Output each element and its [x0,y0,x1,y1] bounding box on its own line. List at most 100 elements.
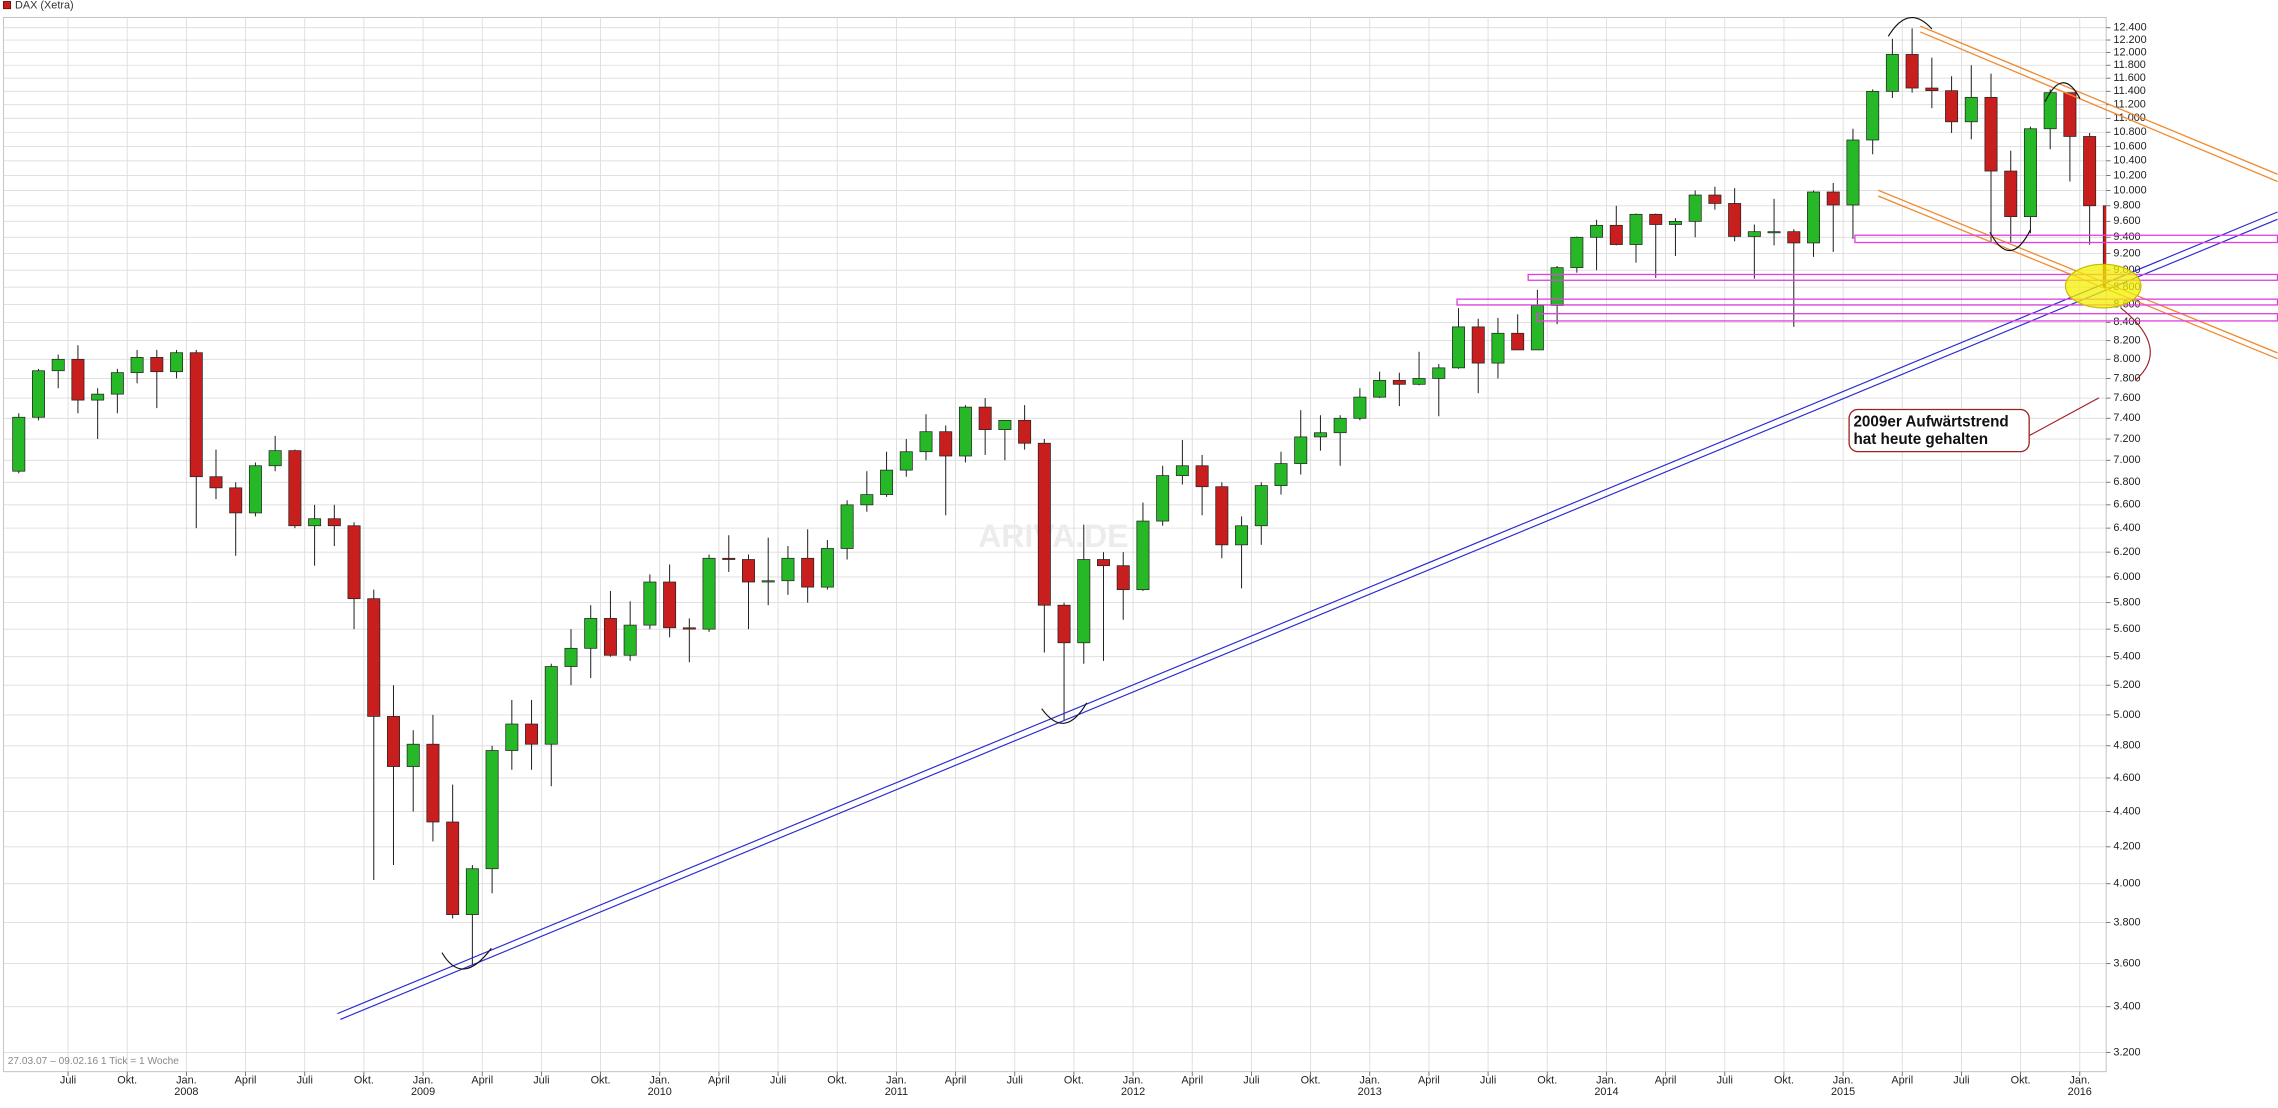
y-tick-label: 11.600 [2113,72,2145,84]
x-tick-label: April [1655,1074,1677,1086]
candle-body [880,469,894,495]
x-tick-label: April [1418,1074,1440,1086]
candle-body [801,557,815,588]
y-tick-label: 9.200 [2113,247,2140,259]
x-tick-label: Juli [60,1074,76,1086]
x-tick-label: Okt. [1064,1074,1084,1086]
candle-body [722,557,736,560]
candle-body [623,624,637,656]
x-tick-label: Jan. [1359,1074,1380,1086]
candle-body [1097,559,1110,567]
y-tick-label: 5.400 [2113,651,2140,663]
candle-body [505,723,519,751]
candle-body [1057,604,1071,644]
candle-body [1392,380,1406,385]
candle-body [899,451,913,471]
trendline [1920,31,2278,183]
chart-title: DAX (Xetra) [15,0,74,12]
candle-body [919,431,933,453]
candle-body [91,393,105,401]
candle-body [1195,465,1209,488]
x-year-label: 2011 [885,1086,908,1098]
x-tick-label: Okt. [1301,1074,1321,1086]
candle-body [150,357,164,373]
x-tick-label: April [235,1074,257,1086]
candle-body [1412,378,1426,385]
y-tick-label: 5.000 [2113,709,2140,721]
x-tick-label: Jan. [1123,1074,1144,1086]
candle-body [1254,485,1268,527]
candle-body [1925,87,1939,92]
y-tick-label: 10.400 [2113,155,2146,167]
y-tick-label: 6.400 [2113,522,2140,534]
y-tick-label: 11.800 [2113,59,2145,71]
candle-body [1826,191,1840,206]
x-year-label: 2014 [1594,1086,1618,1098]
arc [1041,702,1088,724]
x-tick-label: Jan. [886,1074,907,1086]
x-tick-label: Jan. [1833,1074,1854,1086]
x-tick-label: Okt. [117,1074,137,1086]
candle-body [209,476,223,489]
candle-body [1708,194,1722,204]
candle-body [1294,436,1308,464]
candle-body [820,548,834,588]
y-tick-label: 10.200 [2113,169,2146,181]
candle-body [1807,191,1820,244]
y-tick-label: 3.400 [2113,1001,2140,1013]
candle-body [1767,231,1781,234]
drawings [337,16,2278,1020]
candle-body [1511,332,1525,351]
candle-body [2102,205,2107,288]
candle-body [1077,559,1091,644]
y-tick-label: 4.800 [2113,740,2140,752]
candle-body [1964,96,1978,123]
support-zone [1456,298,2278,306]
candle-body [1629,213,1643,245]
y-tick-label: 11.400 [2113,85,2145,97]
candle-body [170,352,184,373]
y-tick-label: 6.000 [2113,571,2140,583]
candle-body [1846,139,1860,206]
x-year-label: 2010 [648,1086,672,1098]
x-tick-label: April [945,1074,967,1086]
candle-body [1787,231,1801,244]
watermark: ARIVA.DE [978,518,1128,554]
candle-body [32,370,45,418]
x-tick-label: Juli [533,1074,549,1086]
candle-body [1175,465,1189,476]
y-tick-label: 9.600 [2113,215,2140,227]
y-tick-label: 4.000 [2113,878,2140,890]
candle-body [1373,380,1387,398]
candle-body [347,525,361,600]
candle-body [1688,194,1702,222]
grid [3,17,2107,1072]
candle-body [130,357,144,374]
candle-body [564,647,578,667]
candle-body [1728,203,1742,237]
candle-body [1116,565,1130,591]
candle-body [327,518,341,527]
x-tick-label: Juli [297,1074,313,1086]
candle-body [1156,475,1170,522]
y-tick-label: 12.400 [2113,22,2146,34]
candle-body [525,723,539,745]
candle-body [958,406,972,457]
candle-body [268,450,282,467]
candle-body [1984,96,1998,172]
candle-body [1747,231,1761,237]
y-tick-label: 12.200 [2113,34,2146,46]
arc [441,947,492,970]
candle-body [2023,128,2037,218]
y-tick-label: 6.200 [2113,546,2140,558]
y-tick-label: 9.800 [2113,200,2140,212]
x-tick-label: Juli [1717,1074,1733,1086]
x-tick-label: Okt. [2011,1074,2031,1086]
candle-body [1274,463,1288,486]
candle-body [229,487,243,514]
candle-body [189,352,203,478]
candle-body [308,518,322,527]
x-tick-label: Jan. [176,1074,197,1086]
candle-body [682,627,696,630]
